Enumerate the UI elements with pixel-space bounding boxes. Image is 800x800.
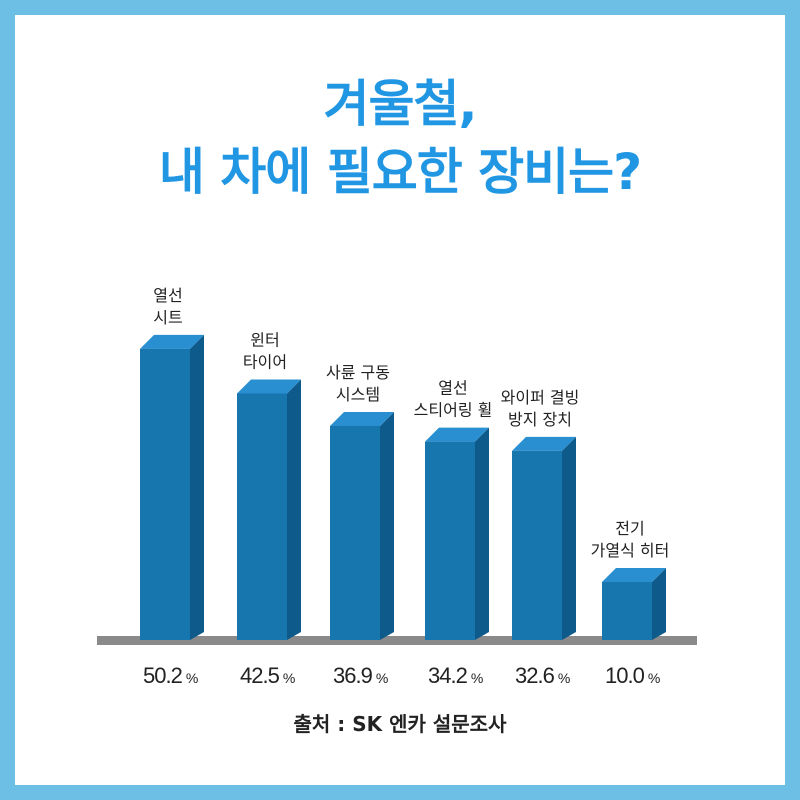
value-label: 32.6% xyxy=(515,663,570,688)
category-label: 방지 장치 xyxy=(508,410,572,429)
category-label: 시스템 xyxy=(336,385,380,404)
bar-top xyxy=(602,568,666,582)
value-label: 50.2% xyxy=(143,663,198,688)
category-label: 열선 xyxy=(438,379,467,398)
category-label: 가열식 히터 xyxy=(591,541,670,560)
bar xyxy=(237,393,287,640)
bar-top xyxy=(330,411,394,426)
bar-top xyxy=(237,379,301,394)
bar-side xyxy=(380,411,394,640)
bar-top xyxy=(140,334,204,349)
category-label: 윈터 xyxy=(250,331,279,350)
value-label: 36.9% xyxy=(333,663,388,688)
category-label: 사륜 구동 xyxy=(326,363,390,382)
category-label: 와이퍼 결빙 xyxy=(501,388,580,407)
value-unit: % xyxy=(648,670,660,686)
category-label: 타이어 xyxy=(243,353,287,372)
category-label: 전기 xyxy=(615,519,644,538)
value-number: 36.9 xyxy=(333,663,373,688)
title-line-2: 내 차에 필요한 장비는? xyxy=(158,143,642,201)
value-number: 32.6 xyxy=(515,663,555,688)
value-label: 10.0% xyxy=(605,663,660,688)
value-number: 10.0 xyxy=(605,663,645,688)
bar-top xyxy=(425,427,489,442)
bar-top xyxy=(512,436,576,451)
source-caption: 출처 : SK 엔카 설문조사 xyxy=(293,712,507,736)
bar xyxy=(602,582,652,640)
value-number: 42.5 xyxy=(240,663,280,688)
bar-side xyxy=(287,379,301,640)
category-label: 열선 xyxy=(153,286,182,305)
value-unit: % xyxy=(283,670,295,686)
chart-baseline xyxy=(97,636,697,645)
value-unit: % xyxy=(558,670,570,686)
bar xyxy=(425,441,475,640)
category-label: 시트 xyxy=(153,308,182,327)
bar-side xyxy=(562,436,576,640)
bar-side xyxy=(190,334,204,640)
value-label: 42.5% xyxy=(240,663,295,688)
bar xyxy=(330,425,380,640)
bar xyxy=(512,450,562,640)
bar-side xyxy=(475,427,489,640)
bar xyxy=(140,348,190,640)
category-label: 스티어링 휠 xyxy=(414,401,493,420)
value-unit: % xyxy=(186,670,198,686)
value-number: 34.2 xyxy=(428,663,468,688)
title-line-1: 겨울철, xyxy=(323,75,478,133)
value-label: 34.2% xyxy=(428,663,483,688)
value-unit: % xyxy=(376,670,388,686)
bar-side xyxy=(652,568,666,640)
chart-title: 겨울철, 내 차에 필요한 장비는? xyxy=(0,70,800,206)
value-unit: % xyxy=(471,670,483,686)
value-number: 50.2 xyxy=(143,663,183,688)
